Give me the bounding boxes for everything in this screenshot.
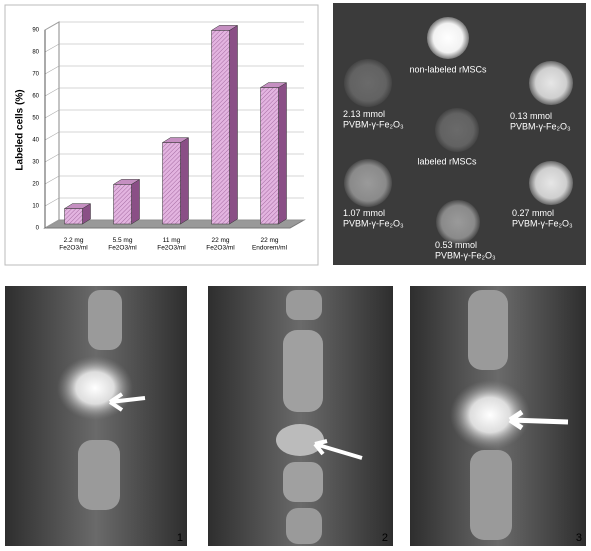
- mri-sample: [427, 17, 469, 59]
- mri-sample: [436, 200, 480, 244]
- mri-label: 1.07 mmol PVBM-γ-Fe₂O₃: [343, 208, 404, 228]
- y-tick-label: 70: [32, 72, 39, 78]
- bar: [113, 184, 132, 225]
- y-tick-label: 40: [32, 138, 39, 144]
- mri-sample: [529, 61, 573, 105]
- x-tick-label: 22 mg Endorem/ml: [252, 237, 288, 251]
- x-tick-label: 22 mg Fe2O3/ml: [206, 237, 235, 251]
- y-tick-label: 20: [32, 182, 39, 188]
- mri-sample: [344, 59, 392, 107]
- mri-label: 0.27 mmol PVBM-γ-Fe₂O₃: [512, 208, 573, 228]
- back-wall: [44, 21, 60, 229]
- y-tick-label: 0: [36, 226, 40, 232]
- mri-label: labeled rMSCs: [417, 156, 477, 166]
- x-tick-label: 11 mg Fe2O3/ml: [157, 237, 186, 251]
- y-tick-label: 50: [32, 116, 39, 122]
- grid-line: [44, 21, 304, 31]
- bar-side: [229, 24, 238, 225]
- mri-label: 0.53 mmol PVBM-γ-Fe₂O₃: [435, 240, 496, 260]
- y-tick-label: 10: [32, 204, 39, 210]
- bar: [162, 142, 181, 225]
- mri-sample: [344, 159, 392, 207]
- panel-number: 1: [177, 532, 183, 544]
- xray-panel: [208, 286, 393, 546]
- panel-number: 2: [382, 532, 388, 544]
- bar-side: [278, 82, 287, 225]
- bar: [211, 30, 230, 225]
- xray-panel: [5, 286, 187, 546]
- xray-panel: [410, 286, 586, 546]
- y-tick-label: 60: [32, 94, 39, 100]
- y-axis-label: Labeled cells (%): [15, 89, 26, 170]
- mri-label: 0.13 mmol PVBM-γ-Fe₂O₃: [510, 111, 571, 131]
- y-tick-label: 90: [32, 28, 39, 34]
- x-tick-label: 2.2 mg Fe2O3/ml: [59, 237, 88, 251]
- y-tick-label: 30: [32, 160, 39, 166]
- bar-chart: 0 10 20 30 40 50 60 70 80 90 2.2 mg Fe2O3/ml 5.5 mg F…: [32, 21, 306, 251]
- mri-sample: [529, 161, 573, 205]
- bar-side: [180, 137, 189, 225]
- mri-label: non-labeled rMSCs: [409, 64, 487, 74]
- bar: [260, 87, 279, 225]
- x-tick-label: 5.5 mg Fe2O3/ml: [108, 237, 137, 251]
- mri-sample: [435, 108, 479, 152]
- bar: [64, 208, 83, 225]
- bar-side: [131, 178, 140, 225]
- panel-number: 3: [576, 532, 582, 544]
- mri-label: 2.13 mmol PVBM-γ-Fe₂O₃: [343, 109, 404, 129]
- y-tick-label: 80: [32, 50, 39, 56]
